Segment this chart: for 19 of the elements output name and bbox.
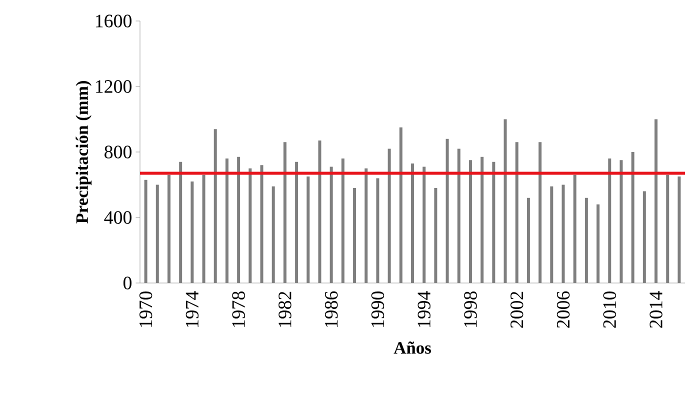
x-tick-label: 1970: [139, 292, 152, 327]
y-tick-label: 800: [104, 146, 132, 158]
x-axis-title: Años: [394, 341, 431, 354]
x-tick-label: 1982: [278, 292, 292, 327]
x-tick-label: 1986: [324, 291, 338, 327]
x-tick-label: 1974: [186, 291, 199, 327]
x-tick-label: 2010: [603, 292, 616, 328]
y-axis-title: Precipitación (mm): [76, 81, 92, 224]
x-tick-label: 1998: [464, 292, 477, 327]
x-tick-label: 1978: [232, 292, 245, 327]
x-tick-label: 1994: [418, 291, 430, 327]
x-tick-label: 2014: [650, 291, 662, 328]
x-tick-label: 2006: [556, 291, 570, 328]
x-tick-label: 2002: [510, 292, 524, 328]
y-tick-label: 400: [104, 211, 132, 224]
y-tick-label: 1600: [96, 14, 132, 28]
x-tick-label: 1990: [371, 292, 384, 327]
y-tick-label: 1200: [96, 80, 132, 93]
y-tick-label: 0: [123, 276, 132, 290]
